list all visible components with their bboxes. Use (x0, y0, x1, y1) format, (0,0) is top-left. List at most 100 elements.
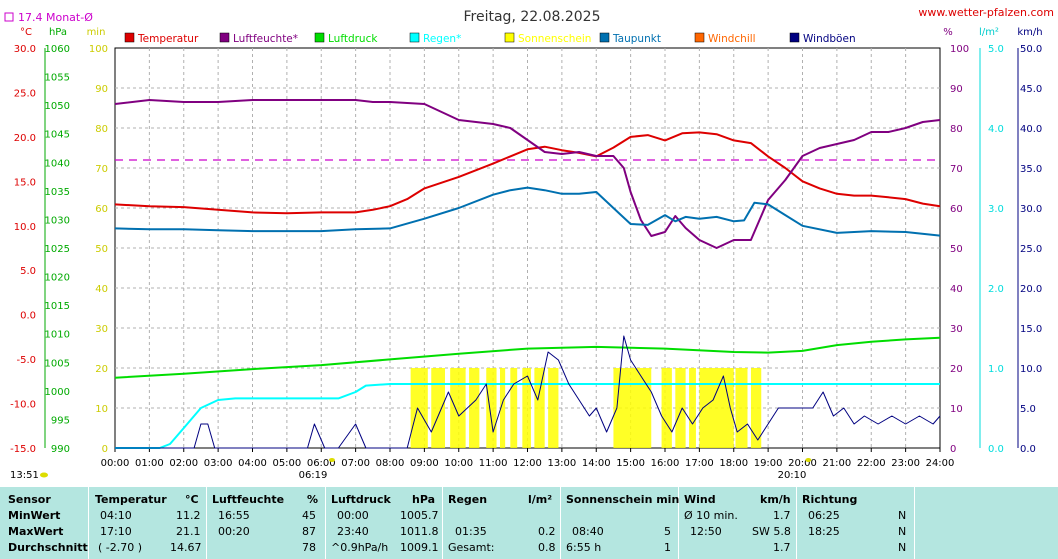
y-tick-label: 15.0 (1020, 324, 1042, 335)
min-hum-value: 45 (302, 509, 316, 522)
y-tick-label: 80 (950, 124, 963, 135)
min-wind-time: Ø 10 min. (684, 509, 738, 522)
legend-label: Windchill (708, 33, 756, 45)
y-tick-label: 10.0 (1020, 364, 1042, 375)
header-temperature: Temperatur (95, 493, 167, 506)
legend-swatch (789, 32, 800, 43)
x-tick-label: 19:00 (754, 458, 783, 469)
sunshine-block (450, 368, 466, 448)
axis-unit-kmh: km/h (1017, 27, 1042, 38)
y-tick-label: 5.0 (1020, 404, 1036, 415)
y-tick-label: 1035 (45, 187, 70, 198)
legend-label: Temperatur (137, 33, 199, 45)
legend-swatch (599, 32, 610, 43)
sunshine-block (661, 368, 672, 448)
y-tick-label: -5.0 (16, 355, 36, 366)
y-tick-label: 20 (950, 364, 963, 375)
y-tick-label: 1.0 (988, 364, 1004, 375)
y-tick-label: 40 (950, 284, 963, 295)
legend-label: Luftdruck (328, 33, 378, 45)
max-pres-time: 23:40 (337, 525, 369, 538)
y-tick-label: 1055 (45, 73, 70, 84)
y-tick-label: 30 (95, 324, 108, 335)
y-tick-label: 100 (950, 44, 969, 55)
legend-label: Windböen (803, 33, 856, 45)
y-tick-label: 90 (95, 84, 108, 95)
min-dir-time: 06:25 (808, 509, 840, 522)
y-tick-label: 1010 (45, 330, 70, 341)
x-tick-label: 24:00 (926, 458, 955, 469)
y-tick-label: 1050 (45, 101, 70, 112)
legend-label: Luftfeuchte* (233, 33, 298, 45)
series-line-luftfeuchte (114, 99, 941, 249)
header-sensor: Sensor (8, 493, 51, 506)
chart-title: Freitag, 22.08.2025 (464, 9, 601, 25)
min-temp-time: 04:10 (100, 509, 132, 522)
x-tick-label: 06:00 (307, 458, 336, 469)
x-tick-label: 08:00 (376, 458, 405, 469)
x-tick-label: 12:00 (513, 458, 542, 469)
x-tick-label: 14:00 (582, 458, 611, 469)
x-tick-label: 13:00 (547, 458, 576, 469)
sun-icon (40, 472, 48, 478)
y-tick-label: 990 (51, 444, 70, 455)
y-tick-label: 3.0 (988, 204, 1004, 215)
y-tick-label: 0.0 (988, 444, 1004, 455)
avg-rain-value: 0.8 (538, 541, 556, 554)
min-dir-value: N (898, 509, 907, 522)
series-line-taupunkt (114, 186, 941, 237)
sunshine-block (735, 368, 748, 448)
sunshine-block (431, 368, 445, 448)
y-tick-label: 50 (950, 244, 963, 255)
x-tick-label: 02:00 (169, 458, 198, 469)
header-humidity: Luftfeuchte (212, 493, 285, 506)
y-tick-label: 70 (950, 164, 963, 175)
x-tick-label: 15:00 (616, 458, 645, 469)
y-tick-label: 5.0 (20, 266, 36, 277)
header-temperature-unit: °C (185, 493, 199, 506)
y-tick-label: 0.0 (1020, 444, 1036, 455)
sunshine-block (500, 368, 506, 448)
x-tick-label: 23:00 (891, 458, 920, 469)
y-tick-label: -10.0 (10, 400, 36, 411)
left-axes: 30.0 25.0 20.0 15.0 10.0 5.0 0.0 -5.0 -10.0 -15.0… (10, 44, 108, 455)
header-humidity-unit: % (307, 493, 319, 506)
y-tick-label: 2.0 (988, 284, 1004, 295)
x-tick-label: 04:00 (238, 458, 267, 469)
y-tick-label: -15.0 (10, 444, 36, 455)
x-tick-label: 20:00 (788, 458, 817, 469)
legend-swatch (314, 32, 325, 43)
min-pres-time: 00:00 (337, 509, 369, 522)
y-tick-label: 5.0 (988, 44, 1004, 55)
table-divider (442, 487, 443, 559)
x-axis: 00:00 01:00 02:00 03:00 04:00 05:00 06:00 07:00… (101, 448, 955, 469)
y-tick-label: 10 (950, 404, 963, 415)
y-tick-label: 1020 (45, 273, 70, 284)
legend-swatch (504, 32, 515, 43)
y-tick-label: 1000 (45, 387, 70, 398)
y-tick-label: 0 (950, 444, 956, 455)
x-tick-label: 17:00 (685, 458, 714, 469)
max-rain-time: 01:35 (455, 525, 487, 538)
sunshine-block (469, 368, 480, 448)
series-line-windb-en (115, 335, 941, 449)
monthly-avg-marker (4, 12, 14, 22)
x-tick-label: 03:00 (204, 458, 233, 469)
row-label-avg: Durchschnitt (8, 541, 88, 554)
y-tick-label: 50.0 (1020, 44, 1042, 55)
x-tick-label: 00:00 (101, 458, 130, 469)
axis-unit-celsius: °C (20, 27, 32, 38)
header-rain-unit: l/m² (528, 493, 553, 506)
y-tick-label: 15.0 (14, 177, 36, 188)
avg-dir-value: N (898, 541, 907, 554)
x-tick-label: 16:00 (651, 458, 680, 469)
axis-unit-hpa: hPa (49, 27, 67, 38)
series-line-regen (115, 383, 940, 449)
x-tick-label: 22:00 (857, 458, 886, 469)
x-tick-label: 21:00 (822, 458, 851, 469)
header-pressure-unit: hPa (412, 493, 436, 506)
legend-swatch (694, 32, 705, 43)
y-tick-label: 30.0 (14, 44, 36, 55)
x-tick-label: 07:00 (341, 458, 370, 469)
table-divider (560, 487, 561, 559)
